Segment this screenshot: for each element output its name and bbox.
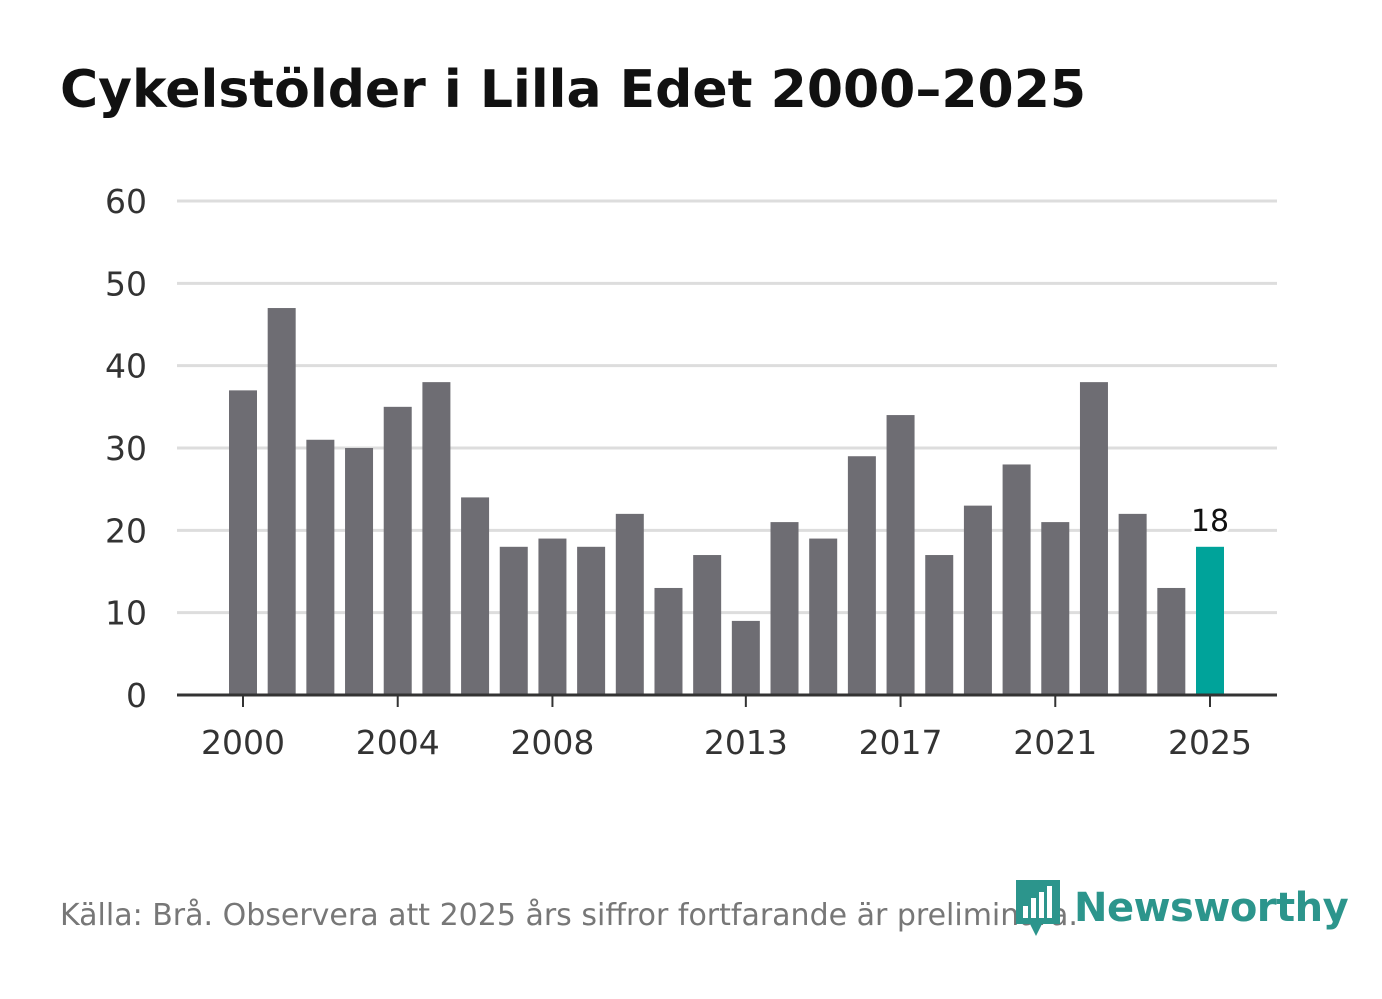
bar-2016 <box>847 456 876 695</box>
brand-logo[interactable]: Newsworthy <box>1012 878 1349 938</box>
x-axis-ticks: 2000 2004 2008 2013 2017 2021 2025 <box>201 695 1252 762</box>
bar-2013 <box>731 620 760 695</box>
x-tick-label: 2017 <box>859 723 943 762</box>
bar-2005 <box>422 382 451 695</box>
bar-2025 <box>1196 546 1224 695</box>
x-tick-label: 2025 <box>1168 723 1252 762</box>
data-label-2025: 18 <box>1191 504 1229 539</box>
bar-2003 <box>345 448 374 695</box>
bar-2022 <box>1079 382 1108 695</box>
y-tick-label: 10 <box>105 594 147 633</box>
bar-2008 <box>538 538 567 695</box>
chart-title: Cykelstölder i Lilla Edet 2000–2025 <box>60 60 1087 120</box>
y-tick-label: 20 <box>105 511 147 550</box>
x-tick-label: 2000 <box>201 723 285 762</box>
bars <box>229 308 1224 695</box>
bar-2001 <box>267 308 296 695</box>
bar-2019 <box>963 505 992 695</box>
bar-2011 <box>654 587 683 695</box>
bar-2010 <box>615 513 644 695</box>
y-tick-label: 0 <box>126 676 147 715</box>
brand-name: Newsworthy <box>1074 885 1349 931</box>
x-tick-label: 2013 <box>704 723 788 762</box>
bar-2015 <box>809 538 838 695</box>
bar-2007 <box>499 546 528 695</box>
bar-2017 <box>886 415 915 695</box>
bar-2014 <box>770 522 799 695</box>
source-note: Källa: Brå. Observera att 2025 års siffr… <box>60 898 1078 933</box>
bar-2018 <box>925 555 954 695</box>
data-labels: 18 <box>1188 501 1232 542</box>
bar-2000 <box>229 390 257 695</box>
bar-2021 <box>1041 522 1070 695</box>
bar-2002 <box>306 439 335 695</box>
bar-2020 <box>1002 464 1031 695</box>
bar-2009 <box>577 546 606 695</box>
y-axis-ticks: 0 10 20 30 40 50 60 <box>105 182 147 715</box>
gridlines <box>177 199 1277 615</box>
x-tick-label: 2004 <box>356 723 440 762</box>
bar-2024 <box>1157 587 1186 695</box>
y-tick-label: 40 <box>105 347 147 386</box>
bar-2012 <box>693 555 722 695</box>
x-tick-label: 2008 <box>510 723 594 762</box>
x-tick-label: 2021 <box>1013 723 1097 762</box>
bar-2006 <box>461 497 490 695</box>
y-tick-label: 50 <box>105 264 147 303</box>
bar-2004 <box>383 406 412 695</box>
y-tick-label: 60 <box>105 182 147 221</box>
bar-2023 <box>1118 513 1147 695</box>
y-tick-label: 30 <box>105 429 147 468</box>
newsworthy-logo-icon <box>1016 880 1060 936</box>
